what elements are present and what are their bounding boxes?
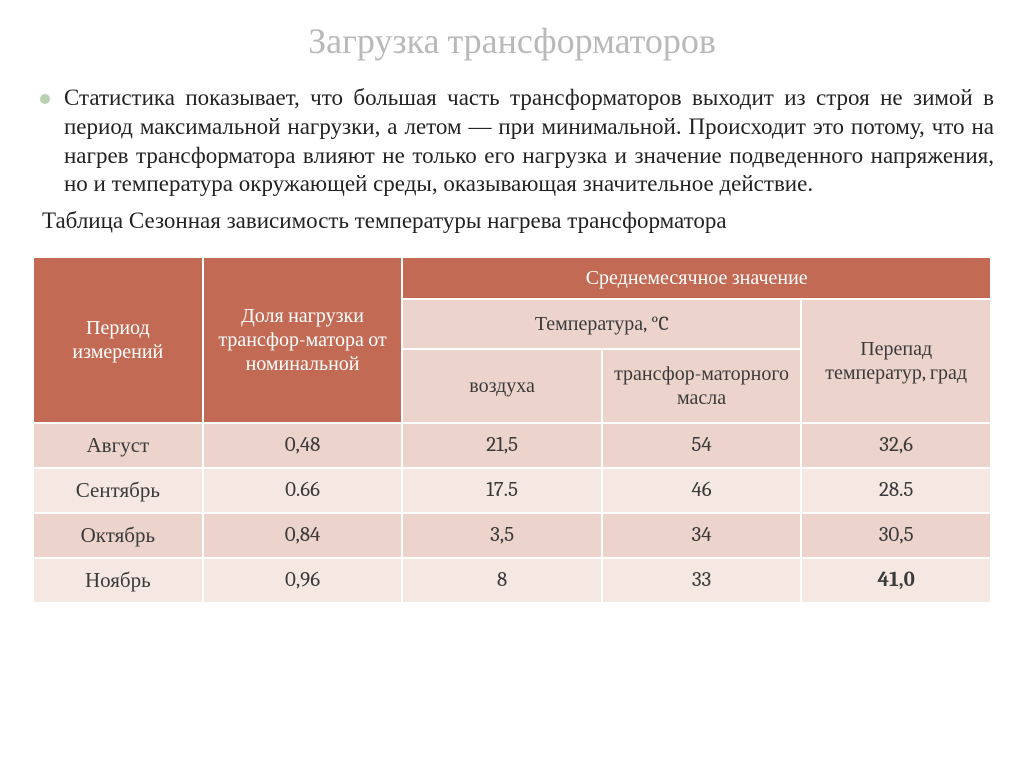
cell-load: 0.66: [203, 468, 403, 513]
cell-load: 0,48: [203, 423, 403, 468]
th-delta: Перепад температур, град: [801, 299, 991, 423]
bullet-block: Статистика показывает, что большая часть…: [30, 84, 994, 199]
cell-delta: 28.5: [801, 468, 991, 513]
cell-period: Октябрь: [33, 513, 203, 558]
cell-oil: 54: [602, 423, 802, 468]
table-body: Август0,4821,55432,6Сентябрь0.6617.54628…: [33, 423, 991, 603]
cell-oil: 33: [602, 558, 802, 603]
th-monthly-avg: Среднемесячное значение: [402, 257, 991, 299]
th-air: воздуха: [402, 349, 601, 423]
slide-title: Загрузка трансформаторов: [30, 20, 994, 62]
bullet-icon: [40, 94, 50, 104]
cell-period: Сентябрь: [33, 468, 203, 513]
th-load: Доля нагрузки трансфор-матора от номинал…: [203, 257, 403, 423]
data-table: Период измерений Доля нагрузки трансфор-…: [32, 256, 992, 604]
cell-air: 3,5: [402, 513, 601, 558]
cell-air: 21,5: [402, 423, 601, 468]
table-row: Ноябрь0,9683341,0: [33, 558, 991, 603]
th-oil: трансфор-маторного масла: [602, 349, 802, 423]
cell-delta: 32,6: [801, 423, 991, 468]
cell-air: 17.5: [402, 468, 601, 513]
cell-air: 8: [402, 558, 601, 603]
cell-period: Ноябрь: [33, 558, 203, 603]
cell-load: 0,84: [203, 513, 403, 558]
cell-period: Август: [33, 423, 203, 468]
cell-oil: 34: [602, 513, 802, 558]
body-paragraph: Статистика показывает, что большая часть…: [64, 84, 994, 199]
table-caption: Таблица Сезонная зависимость температуры…: [42, 207, 994, 236]
th-period: Период измерений: [33, 257, 203, 423]
table-row: Сентябрь0.6617.54628.5: [33, 468, 991, 513]
th-temperature: Температура, °C: [402, 299, 801, 349]
cell-delta: 41,0: [801, 558, 991, 603]
table-row: Август0,4821,55432,6: [33, 423, 991, 468]
table-row: Октябрь0,843,53430,5: [33, 513, 991, 558]
cell-delta: 30,5: [801, 513, 991, 558]
cell-load: 0,96: [203, 558, 403, 603]
cell-oil: 46: [602, 468, 802, 513]
